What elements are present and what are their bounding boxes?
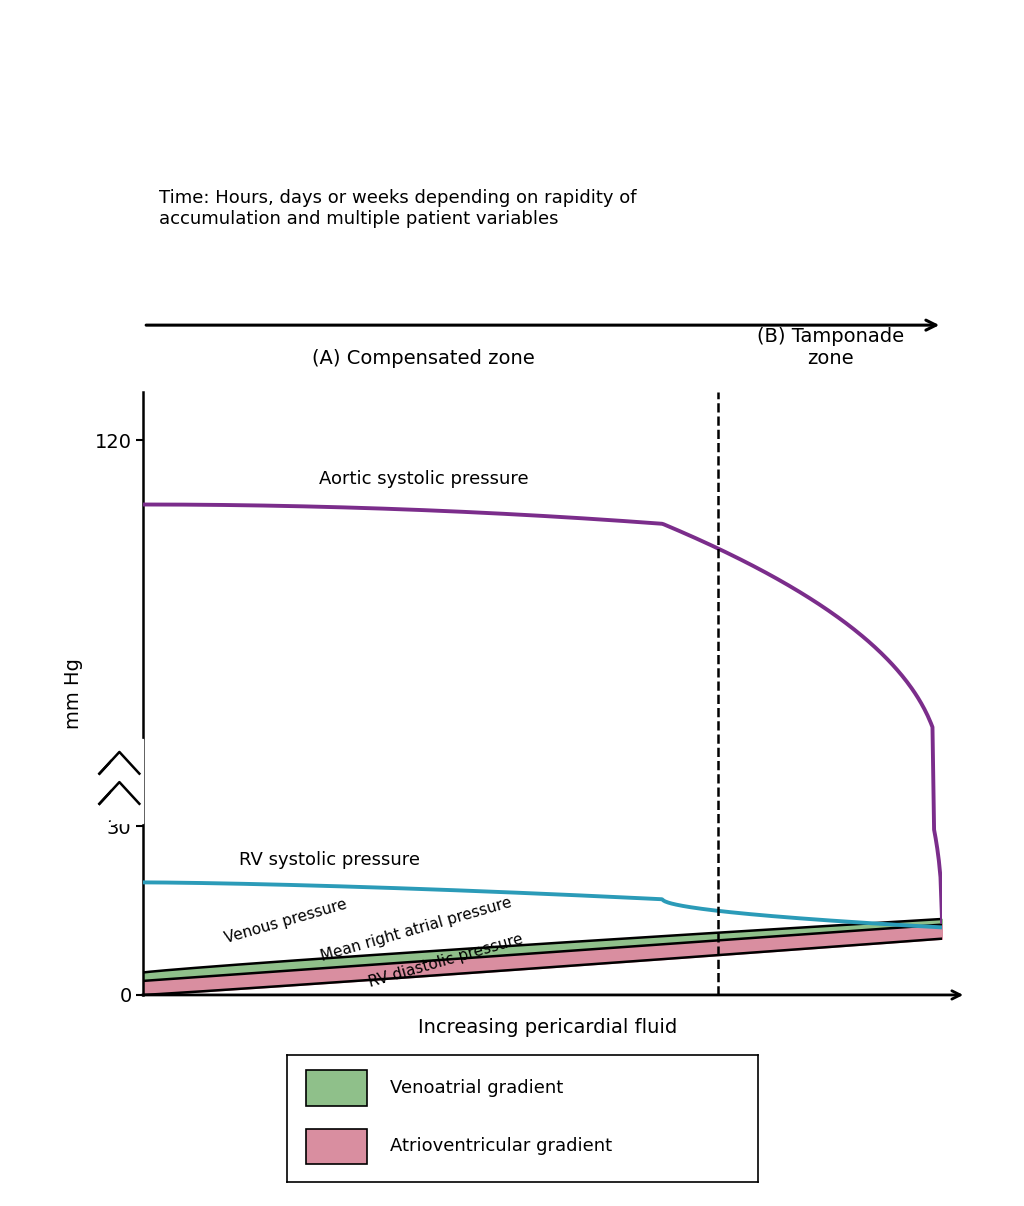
Bar bbox=[305, 1071, 367, 1106]
Text: Aortic systolic pressure: Aortic systolic pressure bbox=[319, 469, 528, 487]
Text: (A) Compensated zone: (A) Compensated zone bbox=[311, 349, 535, 368]
Text: Increasing pericardial fluid: Increasing pericardial fluid bbox=[418, 1018, 678, 1037]
Text: Atrioventricular gradient: Atrioventricular gradient bbox=[390, 1137, 612, 1155]
Text: Time: Hours, days or weeks depending on rapidity of
accumulation and multiple pa: Time: Hours, days or weeks depending on … bbox=[160, 188, 637, 228]
Text: Venoatrial gradient: Venoatrial gradient bbox=[390, 1079, 563, 1097]
Text: Venous pressure: Venous pressure bbox=[223, 897, 349, 947]
Text: RV diastolic pressure: RV diastolic pressure bbox=[367, 931, 525, 990]
Y-axis label: mm Hg: mm Hg bbox=[65, 658, 83, 728]
Text: (B) Tamponade
zone: (B) Tamponade zone bbox=[757, 327, 904, 368]
Bar bbox=[112, 738, 143, 822]
Text: Mean right atrial pressure: Mean right atrial pressure bbox=[319, 895, 514, 964]
Text: RV systolic pressure: RV systolic pressure bbox=[240, 850, 420, 868]
Bar bbox=[305, 1129, 367, 1164]
